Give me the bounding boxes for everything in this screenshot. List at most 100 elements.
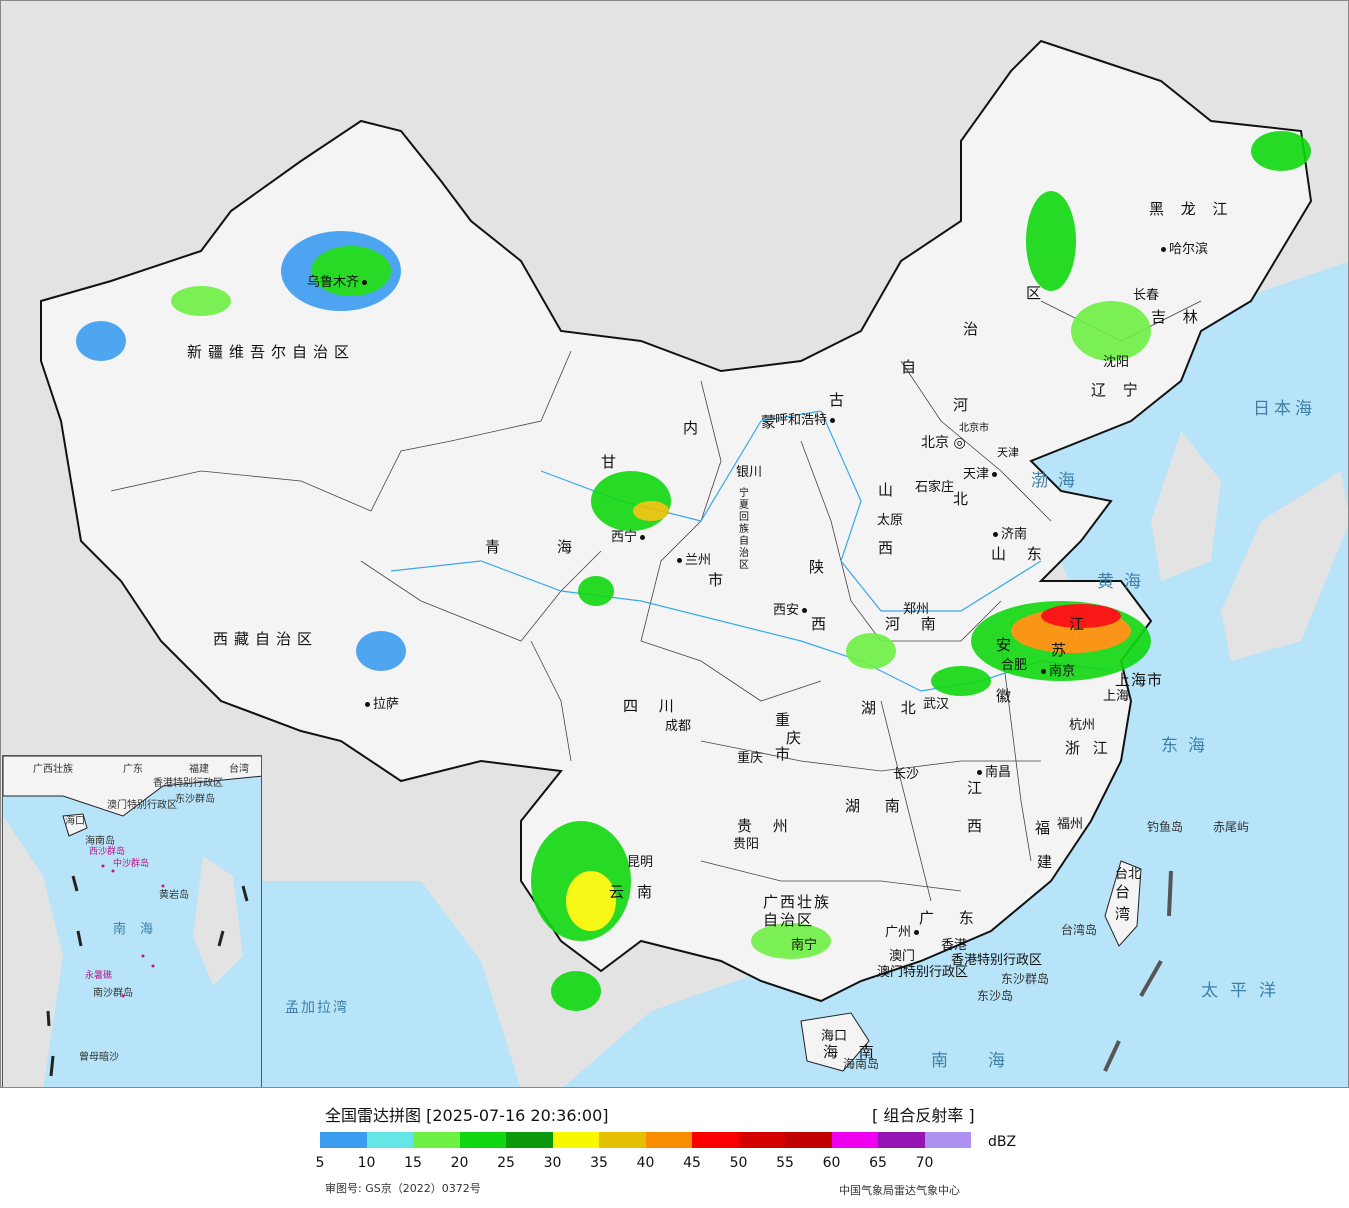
city-guiyang: 贵阳 xyxy=(733,837,760,852)
label-shanxi-2: 西 xyxy=(878,539,895,557)
color-scale-bar xyxy=(320,1132,971,1148)
city-fuzhou: 福州 xyxy=(1057,817,1084,832)
radar-map: 新疆维吾尔自治区 西藏自治区 青 海 甘 市 内 蒙 古 自 治 区 黑 龙 江… xyxy=(0,0,1349,1088)
scale-tick-label: 65 xyxy=(869,1155,887,1171)
label-nmg-3: 古 xyxy=(829,391,846,409)
city-jinan: 济南 xyxy=(993,523,1027,542)
label-guangdong: 广 东 xyxy=(919,909,984,927)
label-nmg-1: 内 xyxy=(683,419,700,437)
label-guizhou: 贵 州 xyxy=(737,817,796,835)
inset-macau: 澳门特别行政区 xyxy=(107,800,177,811)
label-hebei-1: 河 xyxy=(953,396,970,414)
legend-title: 全国雷达拼图 [2025-07-16 20:36:00] xyxy=(325,1106,609,1125)
legend-product: [ 组合反射率 ] xyxy=(872,1106,975,1125)
label-taiwan-2: 湾 xyxy=(1115,905,1132,923)
label-gansu-shi: 市 xyxy=(708,571,725,589)
city-shenyang: 沈阳 xyxy=(1103,355,1130,370)
label-tibet: 西藏自治区 xyxy=(213,630,319,648)
label-hk-sar: 香港特别行政区 xyxy=(951,953,1043,968)
scale-tick-label: 15 xyxy=(404,1155,422,1171)
sea-donghai: 东海 xyxy=(1161,736,1215,756)
label-nmg-2: 蒙 xyxy=(761,413,778,431)
ocean xyxy=(563,261,1348,1087)
color-swatch xyxy=(738,1132,785,1148)
city-guangzhou: 广州 xyxy=(885,921,922,940)
scale-tick-label: 70 xyxy=(915,1155,934,1171)
inset-zengmu: 曾母暗沙 xyxy=(79,1052,119,1063)
label-shandong: 山 东 xyxy=(991,545,1050,563)
label-dongsha-islands: 东沙群岛 xyxy=(1001,972,1050,986)
city-chongqing: 重庆 xyxy=(737,751,764,766)
sea-mengjialawan: 孟加拉湾 xyxy=(285,1000,349,1016)
city-zhengzhou: 郑州 xyxy=(903,602,930,617)
label-guangxi-2: 自治区 xyxy=(763,911,815,929)
label-cq-3: 市 xyxy=(775,745,792,763)
inset-hainan: 海南岛 xyxy=(85,836,115,847)
city-changchun: 长春 xyxy=(1133,288,1160,303)
color-swatch xyxy=(878,1132,925,1148)
city-yinchuan: 银川 xyxy=(736,465,763,480)
color-swatch xyxy=(320,1132,367,1148)
color-swatch xyxy=(785,1132,832,1148)
city-nanning: 南宁 xyxy=(791,938,818,953)
label-heilongjiang: 黑 龙 江 xyxy=(1149,200,1234,218)
color-swatch xyxy=(366,1132,413,1148)
label-shanghai-shi: 上海市 xyxy=(1115,671,1164,689)
legend-unit: dBZ xyxy=(988,1134,1017,1150)
label-sichuan: 四 川 xyxy=(623,697,682,715)
label-fujian-2: 建 xyxy=(1037,853,1054,871)
city-macau: 澳门 xyxy=(889,949,916,964)
label-henan: 河 南 xyxy=(885,615,944,633)
city-hefei: 合肥 xyxy=(1001,658,1028,673)
label-taiwan-1: 台 xyxy=(1115,883,1132,901)
inset-nanhai: 南海 xyxy=(113,922,168,937)
label-diaoyudao: 钓鱼岛 xyxy=(1147,820,1184,834)
label-jiangxi-2: 西 xyxy=(967,817,984,835)
label-jiangsu-1: 江 xyxy=(1069,615,1086,633)
scale-tick-label: 35 xyxy=(590,1155,608,1171)
color-swatch xyxy=(459,1132,506,1148)
city-hangzhou: 杭州 xyxy=(1069,718,1096,733)
city-harbin: 哈尔滨 xyxy=(1161,238,1208,257)
city-nanjing: 南京 xyxy=(1041,660,1075,679)
city-hohhot: 呼和浩特 xyxy=(775,409,838,428)
label-nmg-4: 自 xyxy=(901,358,918,376)
label-anhui-1: 安 xyxy=(996,636,1013,654)
label-tianjin-shi: 天津 xyxy=(997,446,1019,459)
city-xining: 西宁 xyxy=(611,526,648,545)
scale-tick-label: 40 xyxy=(636,1155,655,1171)
scale-tick-label: 45 xyxy=(683,1155,701,1171)
sea-nanhai: 南海 xyxy=(931,1051,1045,1071)
label-beijing-shi: 北京市 xyxy=(959,423,989,434)
inset-haikou: 海口 xyxy=(65,816,85,827)
city-changsha: 长沙 xyxy=(893,767,920,782)
scale-tick-label: 5 xyxy=(315,1155,325,1171)
label-qinghai-1: 青 xyxy=(485,538,502,556)
inset-dongsha: 东沙群岛 xyxy=(175,794,215,805)
city-xian: 西安 xyxy=(773,599,810,618)
south-china-sea-inset: 广西壮族 广东 福建 台湾 香港特别行政区 澳门特别行政区 东沙群岛 海口 海南… xyxy=(2,755,262,1087)
label-nmg-5: 治 xyxy=(963,320,980,338)
agency-credit: 中国气象局雷达气象中心 xyxy=(839,1184,960,1197)
label-guangxi-1: 广西壮族 xyxy=(763,893,832,911)
city-wuhan: 武汉 xyxy=(923,697,950,712)
city-chengdu: 成都 xyxy=(665,719,692,734)
city-kunming: 昆明 xyxy=(627,855,654,870)
label-nmg-6: 区 xyxy=(1026,284,1043,302)
city-nanchang: 南昌 xyxy=(977,761,1011,780)
color-swatch xyxy=(599,1132,646,1148)
color-swatch xyxy=(413,1132,460,1148)
label-yunnan-1: 云 xyxy=(609,883,626,901)
label-cq-2: 庆 xyxy=(786,729,803,747)
inset-fujian: 福建 xyxy=(189,764,209,775)
city-hongkong: 香港 xyxy=(941,938,968,953)
label-jilin: 吉 林 xyxy=(1151,308,1204,326)
inset-hk: 香港特别行政区 xyxy=(153,778,223,789)
inset-guangdong: 广东 xyxy=(123,764,143,775)
inset-huangyan: 黄岩岛 xyxy=(159,890,189,901)
label-jiangxi-1: 江 xyxy=(967,779,984,797)
city-lhasa: 拉萨 xyxy=(365,693,399,712)
scale-tick-label: 25 xyxy=(497,1155,515,1171)
color-swatch xyxy=(692,1132,739,1148)
color-swatch xyxy=(506,1132,553,1148)
